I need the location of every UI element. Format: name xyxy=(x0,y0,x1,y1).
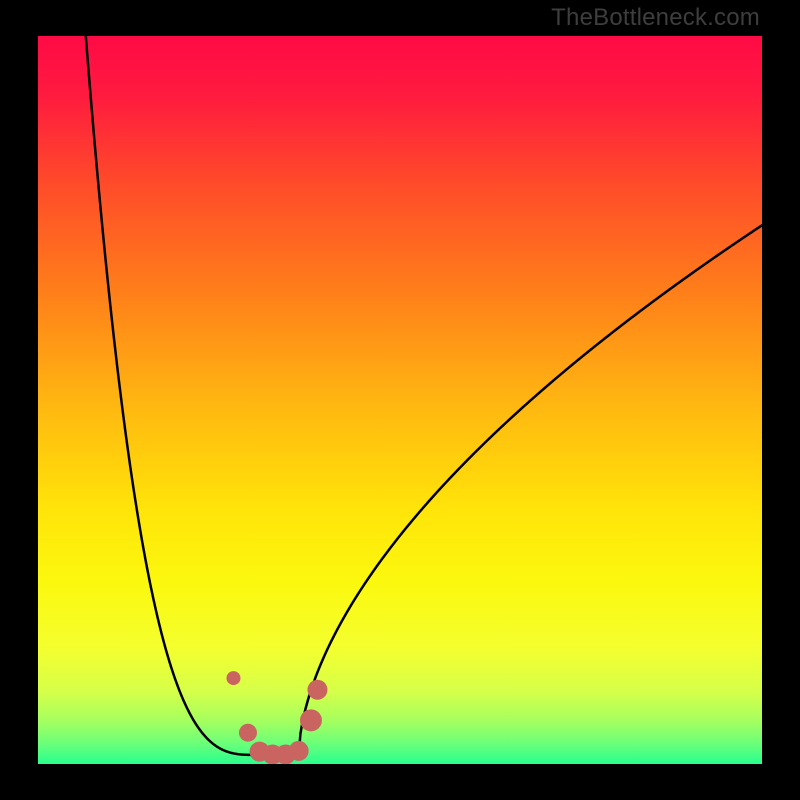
stage: TheBottleneck.com xyxy=(0,0,800,800)
marker-dot xyxy=(239,724,257,742)
marker-dot xyxy=(226,671,240,685)
marker-dot xyxy=(289,741,309,761)
watermark-text: TheBottleneck.com xyxy=(551,4,760,32)
marker-dot xyxy=(300,709,322,731)
plot-svg xyxy=(38,36,762,764)
marker-dot xyxy=(307,680,327,700)
gradient-background xyxy=(38,36,762,764)
